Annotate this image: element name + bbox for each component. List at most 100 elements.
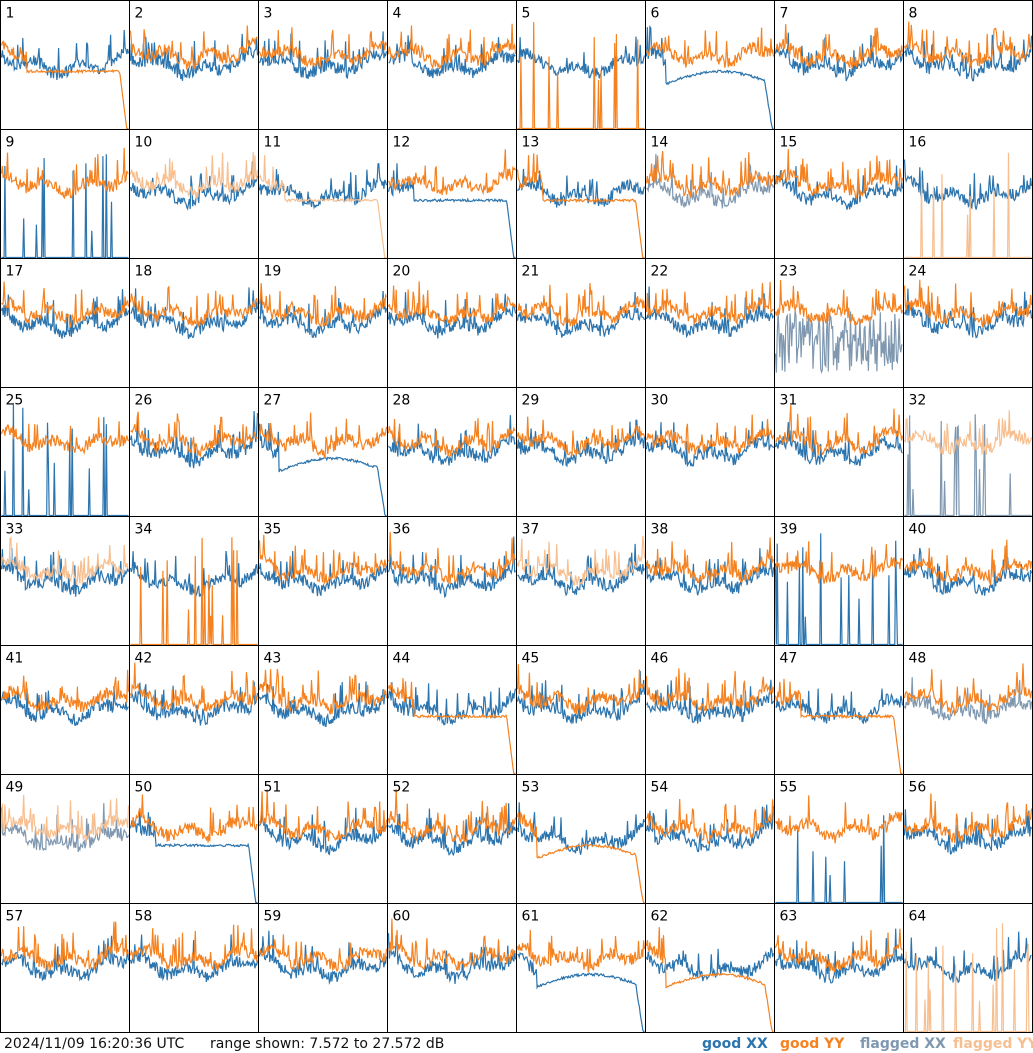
panel-24: 24 bbox=[903, 258, 1033, 388]
series-good-yy-47 bbox=[774, 678, 903, 775]
panel-border bbox=[516, 0, 646, 130]
panel-label: 15 bbox=[780, 135, 798, 151]
panel-label: 7 bbox=[780, 6, 789, 22]
series-good-yy-6 bbox=[645, 27, 775, 68]
panel-label: 25 bbox=[6, 393, 24, 409]
series-good-yy-29 bbox=[516, 416, 646, 456]
panel-label: 32 bbox=[909, 393, 927, 409]
series-good-yy-25 bbox=[0, 417, 130, 455]
series-good-xx-61 bbox=[517, 952, 645, 1033]
panel-label: 21 bbox=[522, 264, 540, 280]
series-good-yy-27 bbox=[258, 412, 388, 458]
panel-label: 37 bbox=[522, 522, 540, 538]
series-good-yy-51 bbox=[258, 789, 388, 842]
series-good-xx-39 bbox=[774, 533, 903, 646]
panel-52: 52 bbox=[387, 774, 517, 904]
series-good-yy-17 bbox=[1, 281, 130, 328]
series-good-yy-22 bbox=[645, 281, 774, 325]
panel-40: 40 bbox=[903, 516, 1033, 646]
panel-1: 1 bbox=[0, 0, 130, 130]
series-good-yy-13 bbox=[516, 153, 645, 259]
panel-label: 55 bbox=[780, 780, 798, 796]
panel-25: 25 bbox=[0, 387, 130, 517]
panel-45: 45 bbox=[516, 645, 646, 775]
panel-label: 39 bbox=[780, 522, 798, 538]
series-good-xx-45 bbox=[516, 670, 646, 725]
panel-label: 14 bbox=[651, 135, 669, 151]
panel-30: 30 bbox=[645, 387, 775, 517]
panel-13: 13 bbox=[516, 129, 646, 259]
panel-label: 3 bbox=[264, 6, 273, 22]
series-good-xx-36 bbox=[387, 536, 517, 599]
panel-51: 51 bbox=[258, 774, 388, 904]
panel-61: 61 bbox=[516, 903, 646, 1033]
series-good-yy-36 bbox=[388, 531, 517, 585]
series-good-yy-39 bbox=[774, 541, 904, 584]
panel-label: 28 bbox=[393, 393, 411, 409]
series-good-xx-27 bbox=[258, 422, 387, 517]
series-good-yy-5 bbox=[517, 22, 645, 130]
panel-label: 59 bbox=[264, 909, 282, 925]
series-good-xx-34 bbox=[129, 550, 259, 598]
panel-47: 47 bbox=[774, 645, 904, 775]
series-good-xx-10 bbox=[129, 161, 259, 211]
series-flagged-yy-16 bbox=[904, 152, 1032, 259]
series-good-xx-28 bbox=[388, 415, 516, 466]
series-good-yy-46 bbox=[645, 668, 775, 712]
series-good-yy-38 bbox=[645, 537, 775, 584]
series-good-xx-20 bbox=[387, 292, 517, 339]
series-good-xx-44 bbox=[387, 682, 517, 726]
panel-label: 11 bbox=[264, 135, 282, 151]
panel-label: 26 bbox=[135, 393, 153, 409]
panel-label: 44 bbox=[393, 651, 411, 667]
panel-32: 32 bbox=[903, 387, 1033, 517]
series-good-yy-48 bbox=[903, 663, 1033, 716]
series-good-yy-3 bbox=[258, 27, 388, 69]
series-good-yy-24 bbox=[903, 279, 1033, 329]
series-good-xx-53 bbox=[516, 802, 646, 855]
panel-label: 2 bbox=[135, 6, 144, 22]
series-good-xx-26 bbox=[129, 410, 259, 469]
series-good-xx-24 bbox=[903, 288, 1033, 339]
series-good-yy-31 bbox=[775, 404, 904, 456]
panel-63: 63 bbox=[774, 903, 904, 1033]
panel-label: 57 bbox=[6, 909, 24, 925]
range-text: range shown: 7.572 to 27.572 dB bbox=[210, 1036, 445, 1052]
series-good-xx-16 bbox=[903, 159, 1033, 210]
series-good-xx-46 bbox=[645, 679, 775, 724]
series-good-xx-9 bbox=[1, 154, 129, 259]
series-good-xx-22 bbox=[645, 286, 775, 339]
panel-label: 42 bbox=[135, 651, 153, 667]
panel-17: 17 bbox=[0, 258, 130, 388]
series-good-xx-55 bbox=[775, 815, 903, 904]
series-good-xx-8 bbox=[903, 34, 1033, 82]
series-good-yy-59 bbox=[258, 934, 388, 973]
panel-label: 8 bbox=[909, 6, 918, 22]
series-good-xx-52 bbox=[387, 803, 517, 857]
panel-26: 26 bbox=[129, 387, 259, 517]
series-flagged-yy-32 bbox=[903, 410, 1033, 455]
panel-21: 21 bbox=[516, 258, 646, 388]
series-good-yy-30 bbox=[645, 414, 775, 455]
series-good-yy-58 bbox=[129, 924, 259, 972]
series-flagged-yy-11 bbox=[258, 155, 387, 259]
series-flagged-yy-10 bbox=[129, 152, 259, 199]
panel-label: 35 bbox=[264, 522, 282, 538]
series-good-xx-64 bbox=[903, 931, 1032, 984]
series-good-xx-60 bbox=[387, 933, 517, 984]
series-good-xx-63 bbox=[774, 928, 904, 984]
panel-label: 45 bbox=[522, 651, 540, 667]
panel-15: 15 bbox=[774, 129, 904, 259]
series-good-xx-2 bbox=[129, 33, 259, 81]
panel-38: 38 bbox=[645, 516, 775, 646]
panel-23: 23 bbox=[774, 258, 904, 388]
series-good-yy-23 bbox=[774, 279, 904, 326]
panel-37: 37 bbox=[516, 516, 646, 646]
panel-53: 53 bbox=[516, 774, 646, 904]
series-flagged-xx-48 bbox=[903, 677, 1033, 725]
panel-label: 60 bbox=[393, 909, 411, 925]
legend-flagged-yy: flagged YY bbox=[953, 1036, 1033, 1052]
series-good-xx-35 bbox=[258, 550, 388, 597]
series-good-yy-35 bbox=[258, 534, 388, 586]
